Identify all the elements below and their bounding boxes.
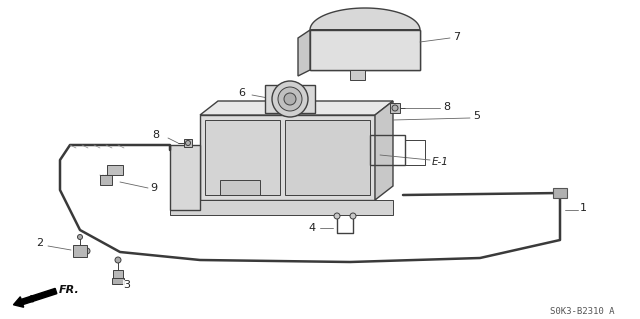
Polygon shape (310, 8, 420, 30)
Polygon shape (107, 165, 123, 175)
Circle shape (275, 95, 280, 100)
Polygon shape (310, 30, 420, 70)
Polygon shape (200, 101, 393, 115)
Polygon shape (170, 145, 200, 210)
Polygon shape (298, 30, 310, 76)
Polygon shape (375, 101, 393, 200)
FancyArrow shape (13, 288, 57, 307)
Polygon shape (200, 115, 375, 200)
Polygon shape (73, 245, 87, 257)
Text: 1: 1 (580, 203, 587, 213)
Text: 9: 9 (150, 183, 157, 193)
Circle shape (77, 234, 83, 240)
Polygon shape (553, 188, 567, 198)
Circle shape (334, 213, 340, 219)
Polygon shape (390, 103, 400, 113)
Polygon shape (170, 200, 393, 215)
Circle shape (186, 140, 191, 145)
Text: 7: 7 (453, 32, 460, 42)
Text: FR.: FR. (59, 285, 80, 295)
Polygon shape (265, 85, 315, 113)
Polygon shape (112, 278, 124, 284)
Circle shape (102, 176, 110, 184)
Circle shape (284, 93, 296, 105)
Text: 4: 4 (308, 223, 315, 233)
Text: 2: 2 (36, 238, 43, 248)
Polygon shape (285, 120, 370, 195)
Polygon shape (100, 175, 112, 185)
Polygon shape (310, 30, 420, 70)
Polygon shape (220, 180, 260, 195)
Text: 3: 3 (123, 280, 130, 290)
Polygon shape (350, 70, 365, 80)
Circle shape (392, 105, 398, 111)
Text: S0K3-B2310 A: S0K3-B2310 A (550, 308, 615, 316)
Polygon shape (113, 270, 123, 284)
Polygon shape (205, 120, 280, 195)
Text: 8: 8 (443, 102, 450, 112)
Circle shape (273, 93, 283, 103)
Circle shape (115, 257, 121, 263)
Circle shape (278, 87, 302, 111)
Circle shape (272, 81, 308, 117)
Polygon shape (184, 139, 192, 147)
Circle shape (350, 213, 356, 219)
Text: 6: 6 (238, 88, 245, 98)
Text: 8: 8 (152, 130, 159, 140)
Text: E-1: E-1 (432, 157, 449, 167)
Text: 5: 5 (473, 111, 480, 121)
Circle shape (84, 248, 90, 254)
